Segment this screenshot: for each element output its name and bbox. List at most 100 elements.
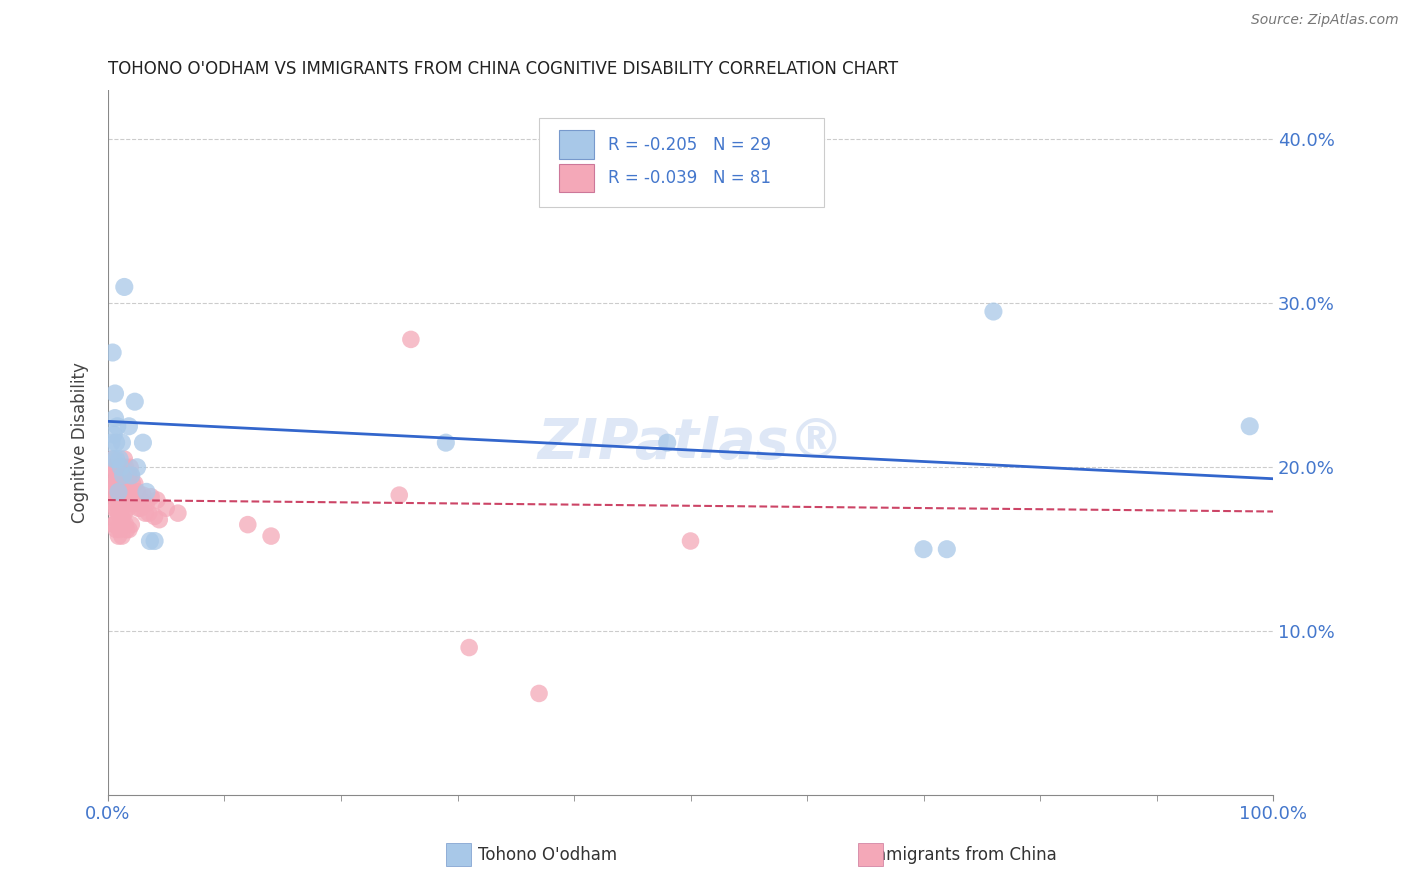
Point xyxy=(105,460,128,475)
Point xyxy=(101,452,124,467)
Point xyxy=(138,506,160,520)
Point xyxy=(129,501,152,516)
Text: ZIPatlas®: ZIPatlas® xyxy=(537,416,844,470)
Point xyxy=(112,468,135,483)
Point xyxy=(105,419,128,434)
Point xyxy=(105,452,128,467)
FancyBboxPatch shape xyxy=(538,119,824,207)
Point xyxy=(115,493,138,508)
Point xyxy=(108,460,131,475)
Point xyxy=(112,452,135,467)
Point xyxy=(139,490,162,504)
Point xyxy=(434,435,457,450)
Point xyxy=(120,468,142,483)
Point xyxy=(527,686,550,700)
Point xyxy=(104,386,127,401)
Point xyxy=(105,501,128,516)
Point xyxy=(101,345,124,359)
Point xyxy=(118,419,141,434)
Point xyxy=(107,463,129,477)
Point xyxy=(100,484,122,499)
FancyBboxPatch shape xyxy=(558,164,593,193)
Point xyxy=(105,513,128,527)
Point xyxy=(107,506,129,520)
Point xyxy=(112,506,135,520)
Point xyxy=(108,523,131,537)
Point xyxy=(103,484,125,499)
Point xyxy=(112,468,135,483)
Text: Source: ZipAtlas.com: Source: ZipAtlas.com xyxy=(1251,13,1399,28)
Point xyxy=(236,517,259,532)
Point xyxy=(105,523,128,537)
Text: R = -0.205   N = 29: R = -0.205 N = 29 xyxy=(607,136,770,153)
Point xyxy=(111,435,134,450)
Point xyxy=(139,534,162,549)
Point xyxy=(105,435,128,450)
Point xyxy=(127,501,149,516)
Point xyxy=(115,468,138,483)
Point xyxy=(112,517,135,532)
Point xyxy=(111,468,134,483)
Point xyxy=(912,542,935,557)
Point xyxy=(105,480,128,494)
Text: Immigrants from China: Immigrants from China xyxy=(865,846,1056,863)
Point xyxy=(114,484,136,499)
Point xyxy=(146,493,169,508)
Point xyxy=(98,460,121,475)
Point xyxy=(108,480,131,494)
Y-axis label: Cognitive Disability: Cognitive Disability xyxy=(72,362,89,523)
Point xyxy=(155,501,177,516)
Point xyxy=(127,460,149,475)
Point xyxy=(114,517,136,532)
Point xyxy=(132,435,155,450)
Point xyxy=(118,523,141,537)
Point xyxy=(114,460,136,475)
Point xyxy=(104,496,127,510)
Point xyxy=(105,490,128,504)
Point xyxy=(657,435,679,450)
Point xyxy=(100,468,122,483)
Point xyxy=(125,496,148,510)
Point xyxy=(108,501,131,516)
Point xyxy=(111,490,134,504)
Point xyxy=(110,460,132,475)
Text: R = -0.039   N = 81: R = -0.039 N = 81 xyxy=(607,169,770,187)
Point xyxy=(103,501,125,516)
Point xyxy=(118,496,141,510)
Point xyxy=(122,496,145,510)
Point xyxy=(112,480,135,494)
Point xyxy=(104,460,127,475)
Point xyxy=(103,427,125,442)
Point xyxy=(107,484,129,499)
FancyBboxPatch shape xyxy=(558,130,593,159)
Point xyxy=(117,474,139,488)
Point xyxy=(104,517,127,532)
Point xyxy=(120,460,142,475)
Point xyxy=(135,484,157,499)
Point xyxy=(120,468,142,483)
Point xyxy=(110,484,132,499)
Point xyxy=(148,513,170,527)
Text: Tohono O'odham: Tohono O'odham xyxy=(478,846,617,863)
Text: TOHONO O'ODHAM VS IMMIGRANTS FROM CHINA COGNITIVE DISABILITY CORRELATION CHART: TOHONO O'ODHAM VS IMMIGRANTS FROM CHINA … xyxy=(108,60,898,78)
Point xyxy=(124,476,146,491)
Point xyxy=(118,468,141,483)
Point xyxy=(983,304,1005,318)
Point xyxy=(107,529,129,543)
Point xyxy=(120,493,142,508)
Point xyxy=(135,496,157,510)
Point xyxy=(121,476,143,491)
Point xyxy=(935,542,957,557)
Point xyxy=(388,488,411,502)
Point xyxy=(115,523,138,537)
Point xyxy=(110,509,132,524)
Point xyxy=(103,460,125,475)
Point xyxy=(458,640,481,655)
Point xyxy=(124,394,146,409)
Point xyxy=(679,534,702,549)
Point xyxy=(107,484,129,499)
Point xyxy=(110,463,132,477)
Point xyxy=(105,468,128,483)
Point xyxy=(104,411,127,425)
Point xyxy=(112,280,135,294)
